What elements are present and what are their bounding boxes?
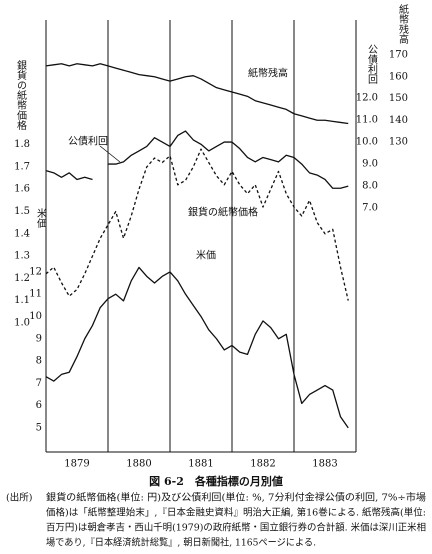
rice-tick-label: 12 [29,266,42,277]
balance-tick-label: 140 [389,115,408,126]
x-tick-label: 1880 [126,459,151,470]
rice-axis-title: 米価 [35,207,47,228]
balance-axis-title: 紙幣残高 [397,3,409,45]
x-tick-label: 1879 [64,459,89,470]
series-label: 紙幣残高 [248,67,288,80]
leader-line [99,145,121,163]
yield-tick-label: 12.0 [356,93,378,104]
yield-tick-label: 8.0 [362,181,378,192]
source-line: 百万円)は朝倉孝吉・西山千明(1979)の政府紙幣・国立銀行券の合計額. 米価は… [46,522,426,534]
silver-tick-label: 1.2 [14,273,30,284]
silver-tick-label: 1.5 [14,206,30,217]
x-tick-label: 1883 [312,459,337,470]
series-line [45,130,349,189]
balance-tick-label: 130 [389,137,408,148]
chart-title: 図 6-2 各種指標の月別値 [149,474,283,488]
series-label: 米価 [196,249,216,262]
source-line: 価格)は「紙幣整理始末」,『日本金融史資料』明治大正編, 第16巻による. 紙幣… [46,507,426,519]
rice-tick-label: 7 [36,378,42,389]
series-line [45,148,349,301]
rice-tick-label: 9 [36,333,42,344]
rice-tick-label: 5 [36,422,42,433]
rice-tick-label: 10 [29,311,42,322]
series-line [45,266,349,429]
yield-tick-label: 7.0 [362,203,378,214]
series-label: 銀貨の紙幣価格 [188,206,258,219]
source-label: (出所) [6,492,32,504]
x-tick-label: 1882 [250,459,275,470]
series-label: 公債利回 [68,135,108,148]
rice-tick-label: 6 [36,400,42,411]
source-line: 場であり,『日本経済統計総覧』, 朝日新聞社, 1165ページによる. [46,537,316,549]
x-tick-label: 1881 [188,459,213,470]
source-line: 銀貨の紙幣価格(単位: 円)及び公債利回(単位: %, 7分利付金禄公債の利回,… [46,492,427,504]
rice-tick-label: 8 [36,356,42,367]
silver-tick-label: 1.1 [14,295,30,306]
balance-tick-label: 150 [389,93,408,104]
silver-tick-label: 1.0 [14,317,30,328]
series-line [45,63,349,125]
silver-tick-label: 1.4 [14,228,30,239]
yield-tick-label: 10.0 [356,137,378,148]
balance-tick-label: 160 [389,71,408,82]
rice-tick-label: 11 [29,289,42,300]
yield-tick-label: 11.0 [356,115,378,126]
silver-tick-label: 1.8 [14,139,30,150]
silver-tick-label: 1.3 [14,251,30,262]
yield-tick-label: 9.0 [362,159,378,170]
yield-axis-title: 公債利回 [366,44,378,85]
silver-axis-title: 銀貨の紙幣価格 [15,59,27,131]
silver-tick-label: 1.7 [14,161,30,172]
silver-tick-label: 1.6 [14,184,30,195]
balance-tick-label: 170 [389,50,408,61]
